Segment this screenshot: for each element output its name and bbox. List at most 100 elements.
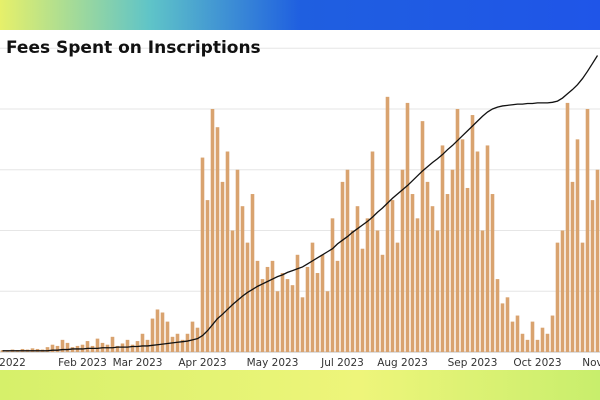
bar	[425, 181, 430, 352]
bar	[260, 279, 265, 352]
bar	[570, 181, 575, 352]
bar	[125, 339, 130, 352]
bar	[510, 321, 515, 352]
bottom-band	[0, 368, 600, 400]
bar	[590, 200, 595, 352]
bar	[420, 121, 425, 352]
bar	[225, 151, 230, 352]
bar	[270, 260, 275, 352]
bar	[530, 321, 535, 352]
bar	[585, 108, 590, 352]
bar	[535, 339, 540, 352]
bar	[295, 254, 300, 352]
bar	[460, 139, 465, 352]
bar	[440, 145, 445, 352]
bar	[55, 345, 60, 352]
bar	[205, 200, 210, 352]
bar	[515, 315, 520, 352]
bar	[290, 285, 295, 352]
bar	[525, 339, 530, 352]
bar	[550, 315, 555, 352]
chart-title: Fees Spent on Inscriptions	[6, 38, 261, 58]
bar	[200, 157, 205, 352]
bar	[380, 254, 385, 352]
bar	[235, 169, 240, 352]
bar	[355, 206, 360, 352]
bar	[505, 297, 510, 352]
bar	[415, 218, 420, 352]
bar	[190, 321, 195, 352]
bar	[165, 321, 170, 352]
bar	[545, 333, 550, 352]
bar	[170, 336, 175, 352]
x-tick-label: Feb 2023	[58, 357, 107, 369]
bar	[60, 339, 65, 352]
bar	[465, 187, 470, 352]
bar	[580, 242, 585, 352]
x-tick-label: Jul 2023	[320, 357, 364, 369]
bar	[410, 194, 415, 352]
bar	[340, 181, 345, 352]
bar	[575, 139, 580, 352]
bar	[485, 145, 490, 352]
bar	[275, 291, 280, 352]
bar	[50, 344, 55, 352]
bar	[495, 279, 500, 352]
plot: 2022 Feb 2023 Mar 2023 Apr 2023 May 2023 Jul …	[0, 47, 600, 369]
bar	[595, 169, 600, 352]
bar	[555, 242, 560, 352]
bar	[285, 279, 290, 352]
bar	[65, 342, 70, 352]
bar	[470, 115, 475, 352]
x-tick-label: Oct 2023	[513, 357, 561, 369]
cumulative-line	[2, 55, 599, 352]
bar	[160, 312, 165, 352]
bar	[180, 339, 185, 352]
bar	[45, 347, 50, 352]
bar	[370, 151, 375, 352]
x-tick-label: Apr 2023	[178, 357, 226, 369]
bar	[230, 230, 235, 352]
x-tick-label: Nov	[582, 357, 600, 369]
bar	[500, 303, 505, 352]
bar	[245, 242, 250, 352]
bar	[365, 218, 370, 352]
bar	[405, 102, 410, 352]
bar	[0, 350, 5, 352]
bar	[360, 248, 365, 352]
bar	[140, 333, 145, 352]
bar	[345, 169, 350, 352]
bar	[255, 260, 260, 352]
bar	[195, 327, 200, 352]
bar	[490, 194, 495, 352]
bar	[185, 333, 190, 352]
bar	[455, 108, 460, 352]
bar	[435, 230, 440, 352]
bar	[300, 297, 305, 352]
bar	[95, 338, 100, 352]
x-tick-label: May 2023	[247, 357, 299, 369]
bar	[85, 341, 90, 352]
bar	[335, 260, 340, 352]
bar	[115, 345, 120, 352]
bar	[210, 108, 215, 352]
bar	[540, 327, 545, 352]
bar	[265, 266, 270, 352]
bar	[330, 218, 335, 352]
x-tick-label: Sep 2023	[448, 357, 498, 369]
bar	[320, 254, 325, 352]
bar	[350, 230, 355, 352]
bar	[325, 291, 330, 352]
bar	[305, 266, 310, 352]
bar	[390, 200, 395, 352]
bar	[445, 194, 450, 352]
bar	[395, 242, 400, 352]
bar	[480, 230, 485, 352]
bar	[430, 206, 435, 352]
x-tick-label: 2022	[0, 357, 26, 369]
panel	[0, 30, 600, 370]
bar	[475, 151, 480, 352]
x-tick-label: Mar 2023	[113, 357, 163, 369]
